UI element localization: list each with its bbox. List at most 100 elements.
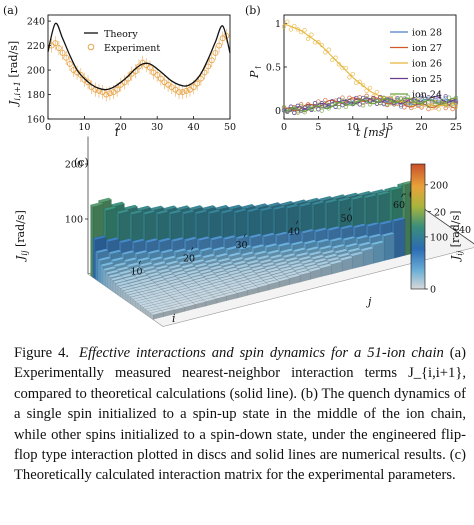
- experiment-point: [197, 75, 204, 82]
- series-point-ion-26: [281, 24, 287, 29]
- c-bar-top: [391, 216, 406, 222]
- c-bar-top: [225, 245, 239, 251]
- c-bar-top: [199, 247, 213, 252]
- c-xtick-label: 10: [130, 267, 142, 278]
- colorbar: [410, 163, 426, 290]
- experiment-point: [52, 40, 59, 47]
- c-xtick-label: 20: [183, 253, 195, 264]
- series-point-ion-27: [305, 102, 311, 107]
- c-bar-top: [221, 278, 236, 283]
- c-bar-top: [166, 290, 181, 296]
- series-point-ion-25: [419, 94, 424, 99]
- c-bar-top: [126, 262, 140, 268]
- c-bar-top: [187, 284, 202, 290]
- c-bar-top: [180, 263, 195, 269]
- c-bar-top: [141, 280, 155, 286]
- c-bar-side-face: [102, 268, 106, 287]
- panel-c: (c) 1020304050600204060100200 Jij [rad/s…: [14, 136, 474, 327]
- series-point-ion-24: [409, 101, 414, 106]
- c-bar-top: [227, 252, 242, 257]
- c-bar-top: [240, 251, 255, 257]
- c-bar-top: [195, 279, 210, 285]
- c-bar-top: [265, 279, 280, 285]
- c-bar-top: [208, 290, 222, 295]
- experiment-point: [183, 87, 190, 94]
- c-bar-top: [240, 269, 254, 275]
- legend-experiment-marker: [87, 43, 95, 51]
- c-bar-top: [198, 269, 213, 274]
- c-bar-top: [209, 265, 223, 271]
- series-point-ion-24: [347, 98, 352, 103]
- c-bar-top: [177, 287, 191, 293]
- c-bar-top: [163, 205, 177, 211]
- series-point-ion-26: [295, 27, 300, 32]
- c-bar-top: [105, 237, 120, 242]
- c-bar-top: [147, 249, 161, 255]
- series-point-ion-24: [453, 95, 459, 100]
- series-point-ion-24: [450, 101, 455, 106]
- c-bar-top: [90, 202, 104, 207]
- c-bar-side-face: [97, 258, 101, 284]
- c-bar-top: [222, 235, 237, 240]
- c-bar-top: [130, 294, 144, 300]
- legend-label-ion-25: ion 25: [412, 74, 442, 85]
- a-xtick-label: 20: [115, 122, 127, 133]
- c-bar-top: [202, 297, 217, 302]
- series-point-ion-26: [360, 82, 366, 88]
- c-bar-top: [122, 288, 137, 293]
- series-point-ion-26: [330, 57, 335, 63]
- series-point-ion-24: [429, 96, 435, 102]
- c-bar-top: [107, 273, 122, 278]
- c-bar-top: [173, 248, 187, 253]
- c-bar-top: [162, 274, 176, 279]
- c-bar-top: [100, 261, 114, 267]
- experiment-point: [136, 63, 142, 70]
- c-bar-top: [156, 282, 171, 287]
- c-bar-top: [159, 271, 174, 277]
- c-xtick-mark: [348, 207, 351, 211]
- c-bar-top: [149, 274, 163, 280]
- a-xtick-label: 0: [45, 122, 51, 133]
- caption-body: (a) Experimentally measured nearest-neig…: [14, 345, 466, 484]
- c-bar-top: [206, 262, 221, 267]
- c-bar-top: [131, 238, 146, 244]
- c-bar-top: [159, 284, 173, 290]
- c-bar-side-face: [110, 278, 114, 292]
- c-bar-top: [134, 250, 148, 255]
- c-bar-top: [219, 275, 233, 281]
- panel-a-plot: [47, 22, 231, 102]
- c-bar-top: [339, 255, 353, 261]
- c-bar-top: [242, 283, 256, 289]
- c-bar-top: [213, 294, 227, 299]
- c-bar-top: [111, 201, 125, 207]
- experiment-point: [190, 84, 197, 91]
- series-point-ion-26: [429, 105, 435, 111]
- series-point-ion-26: [419, 104, 424, 109]
- series-point-ion-26: [285, 19, 290, 24]
- c-bar-top: [184, 293, 199, 299]
- series-point-ion-26: [316, 40, 321, 45]
- c-bar-top: [182, 280, 197, 286]
- c-bar-top: [175, 273, 189, 279]
- c-bar-top: [209, 235, 224, 241]
- c-bar-top: [328, 259, 343, 265]
- c-bar-top: [123, 257, 138, 262]
- experiment-point: [154, 72, 161, 78]
- panel-b-legend: ion 28 ion 27 ion 26 ion 25 ion 24: [390, 28, 442, 101]
- series-point-ion-24: [323, 101, 328, 106]
- c-bar-side-face: [90, 204, 94, 278]
- c-bar-top: [120, 272, 135, 278]
- c-bar-top: [146, 285, 160, 290]
- c-bar-top: [136, 256, 151, 262]
- legend-label-ion-26: ion 26: [412, 59, 442, 70]
- c-bar-top: [165, 260, 179, 266]
- c-bar-top: [194, 209, 208, 215]
- c-bar-top: [253, 268, 267, 274]
- panel-a-xlabel: i: [115, 126, 119, 139]
- series-point-ion-25: [292, 110, 297, 115]
- series-point-ion-24: [419, 101, 424, 106]
- colorbar-tick-label: 0: [430, 285, 436, 296]
- c-bar-top: [138, 278, 153, 283]
- panel-c-ylabel: j: [365, 295, 372, 308]
- legend-theory-label: Theory: [104, 29, 138, 40]
